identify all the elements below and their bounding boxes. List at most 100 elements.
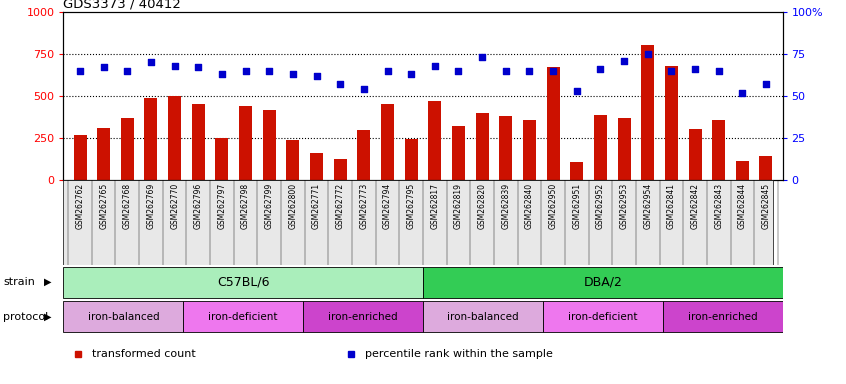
Text: GDS3373 / 40412: GDS3373 / 40412 — [63, 0, 181, 10]
Point — [168, 63, 181, 69]
Point — [689, 66, 702, 72]
Point — [735, 89, 749, 96]
Bar — [523, 121, 536, 180]
Bar — [145, 98, 157, 180]
Point — [215, 71, 228, 77]
Text: GSM262950: GSM262950 — [548, 183, 558, 229]
Bar — [712, 120, 725, 180]
Text: GSM262768: GSM262768 — [123, 183, 132, 229]
Bar — [428, 101, 442, 180]
Point — [310, 73, 323, 79]
Text: GSM262794: GSM262794 — [383, 183, 392, 229]
Bar — [475, 113, 489, 180]
Bar — [736, 161, 749, 180]
Text: iron-balanced: iron-balanced — [448, 312, 519, 322]
Bar — [63, 301, 184, 332]
Point — [74, 68, 87, 74]
Point — [404, 71, 418, 77]
Text: GSM262817: GSM262817 — [431, 183, 439, 229]
Point — [665, 68, 678, 74]
Bar — [570, 162, 583, 180]
Point — [144, 59, 157, 65]
Point — [547, 68, 560, 74]
Text: GSM262769: GSM262769 — [146, 183, 156, 229]
Text: iron-deficient: iron-deficient — [568, 312, 638, 322]
Point — [357, 86, 371, 92]
Point — [262, 68, 276, 74]
Bar — [303, 301, 423, 332]
Point — [759, 81, 772, 87]
Text: GSM262953: GSM262953 — [619, 183, 629, 229]
Text: GSM262839: GSM262839 — [502, 183, 510, 229]
Text: GSM262762: GSM262762 — [75, 183, 85, 229]
Text: GSM262800: GSM262800 — [288, 183, 298, 229]
Text: GSM262798: GSM262798 — [241, 183, 250, 229]
Point — [381, 68, 394, 74]
Text: GSM262795: GSM262795 — [407, 183, 415, 229]
Point — [239, 68, 252, 74]
Point — [120, 68, 134, 74]
Bar — [452, 126, 465, 180]
Bar — [423, 267, 783, 298]
Text: GSM262770: GSM262770 — [170, 183, 179, 229]
Bar — [594, 114, 607, 180]
Point — [499, 68, 513, 74]
Text: GSM262797: GSM262797 — [217, 183, 227, 229]
Text: GSM262772: GSM262772 — [336, 183, 344, 229]
Bar — [665, 66, 678, 180]
Bar — [404, 139, 418, 180]
Text: GSM262820: GSM262820 — [478, 183, 486, 229]
Point — [97, 64, 111, 70]
Bar — [192, 104, 205, 180]
Bar — [381, 104, 394, 180]
Point — [594, 66, 607, 72]
Text: GSM262844: GSM262844 — [738, 183, 747, 229]
Point — [428, 63, 442, 69]
Text: GSM262773: GSM262773 — [360, 183, 368, 229]
Text: GSM262799: GSM262799 — [265, 183, 274, 229]
Text: GSM262843: GSM262843 — [714, 183, 723, 229]
Bar — [184, 301, 303, 332]
Bar — [641, 45, 654, 180]
Text: strain: strain — [3, 277, 36, 287]
Bar — [423, 301, 543, 332]
Bar — [618, 118, 630, 180]
Text: GSM262819: GSM262819 — [454, 183, 463, 229]
Text: percentile rank within the sample: percentile rank within the sample — [365, 349, 553, 359]
Text: GSM262840: GSM262840 — [525, 183, 534, 229]
Point — [618, 58, 631, 64]
Text: GSM262765: GSM262765 — [99, 183, 108, 229]
Point — [570, 88, 584, 94]
Bar — [310, 154, 323, 180]
Text: iron-enriched: iron-enriched — [688, 312, 757, 322]
Text: iron-enriched: iron-enriched — [328, 312, 398, 322]
Point — [523, 68, 536, 74]
Point — [191, 64, 205, 70]
Text: GSM262952: GSM262952 — [596, 183, 605, 229]
Bar — [357, 130, 371, 180]
Text: iron-deficient: iron-deficient — [208, 312, 278, 322]
Text: GSM262951: GSM262951 — [572, 183, 581, 229]
Text: DBA/2: DBA/2 — [584, 276, 622, 289]
Point — [333, 81, 347, 87]
Text: iron-balanced: iron-balanced — [88, 312, 159, 322]
Text: protocol: protocol — [3, 312, 48, 322]
Bar — [760, 156, 772, 180]
Point — [286, 71, 299, 77]
Text: GSM262954: GSM262954 — [643, 183, 652, 229]
Bar — [689, 129, 701, 180]
Bar — [168, 96, 181, 180]
Text: GSM262842: GSM262842 — [690, 183, 700, 229]
Text: GSM262796: GSM262796 — [194, 183, 203, 229]
Bar — [287, 140, 299, 180]
Bar — [97, 128, 110, 180]
Bar — [333, 159, 347, 180]
Bar — [662, 301, 783, 332]
Bar — [216, 138, 228, 180]
Bar — [543, 301, 662, 332]
Text: ▶: ▶ — [44, 277, 52, 287]
Point — [452, 68, 465, 74]
Bar — [499, 116, 513, 180]
Text: GSM262771: GSM262771 — [312, 183, 321, 229]
Bar — [63, 267, 423, 298]
